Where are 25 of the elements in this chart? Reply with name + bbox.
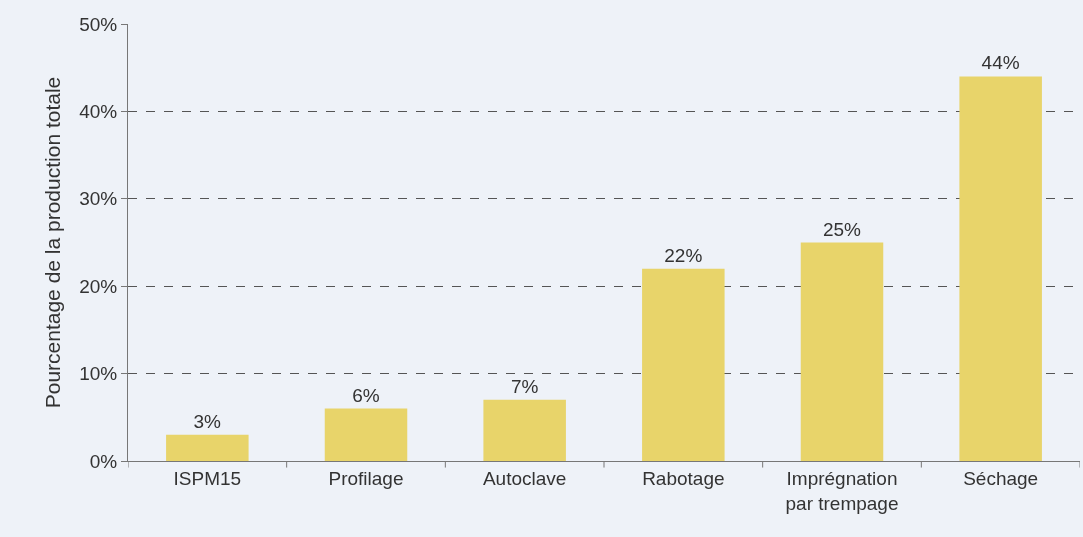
data-label: 22% <box>664 244 703 266</box>
data-label: 6% <box>352 384 380 406</box>
x-tick-label: Profilage <box>328 467 404 489</box>
bar <box>324 408 408 461</box>
x-tick-label: Séchage <box>963 467 1039 489</box>
y-tick-label: 40% <box>79 101 118 123</box>
bar <box>800 242 884 461</box>
data-label: 3% <box>193 410 222 432</box>
y-axis-title: Pourcentage de la production totale <box>41 76 65 409</box>
y-tick-label: 0% <box>89 450 118 472</box>
bar <box>166 434 249 461</box>
x-tick-label: Autoclave <box>482 467 567 489</box>
bar <box>959 76 1042 461</box>
bar <box>642 268 725 461</box>
bar <box>483 399 566 461</box>
data-label: 25% <box>822 218 862 240</box>
x-tick-label: ISPM15 <box>173 467 242 489</box>
y-tick-label: 50% <box>79 13 118 35</box>
y-tick-label: 30% <box>79 188 118 210</box>
data-label: 44% <box>981 52 1020 74</box>
data-label: 7% <box>510 375 539 397</box>
y-tick-label: 10% <box>79 363 118 385</box>
x-tick-label: Rabotage <box>642 467 725 489</box>
y-tick-label: 20% <box>79 275 118 297</box>
x-tick-label: Imprégnation par trempage <box>785 467 899 514</box>
